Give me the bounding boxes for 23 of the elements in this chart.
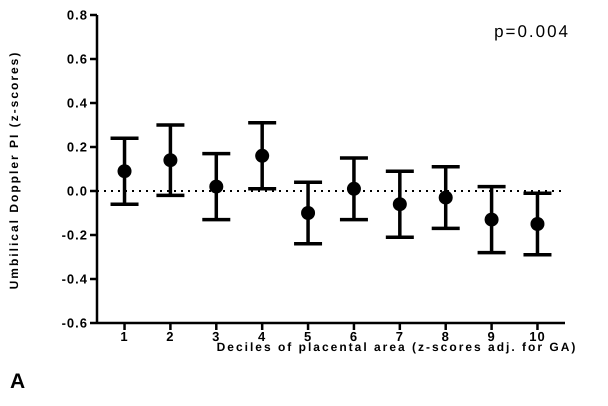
point <box>163 153 178 168</box>
y-tick-label: -0.4 <box>62 272 88 287</box>
y-tick-label: 0.6 <box>66 52 88 67</box>
point <box>255 148 270 163</box>
point <box>530 217 544 231</box>
y-tick-label: 0.4 <box>66 96 88 111</box>
point <box>346 182 361 196</box>
point <box>118 164 132 178</box>
point <box>209 180 224 194</box>
point <box>392 197 407 212</box>
x-tick-label: 1 <box>120 329 129 344</box>
point <box>484 212 499 227</box>
y-tick-label: -0.2 <box>62 228 88 243</box>
point <box>438 190 453 205</box>
y-axis-title: Umbilical Doppler PI (z-scores) <box>7 50 21 290</box>
y-tick-label: 0.2 <box>66 140 88 155</box>
y-tick-label: 0.0 <box>66 184 88 199</box>
y-tick-label: -0.6 <box>62 316 88 331</box>
text: A <box>10 370 26 394</box>
point <box>301 206 316 220</box>
x-tick-label: 2 <box>166 329 175 344</box>
annotation: p=0.004 <box>494 22 570 42</box>
y-tick-label: 0.8 <box>66 8 88 23</box>
